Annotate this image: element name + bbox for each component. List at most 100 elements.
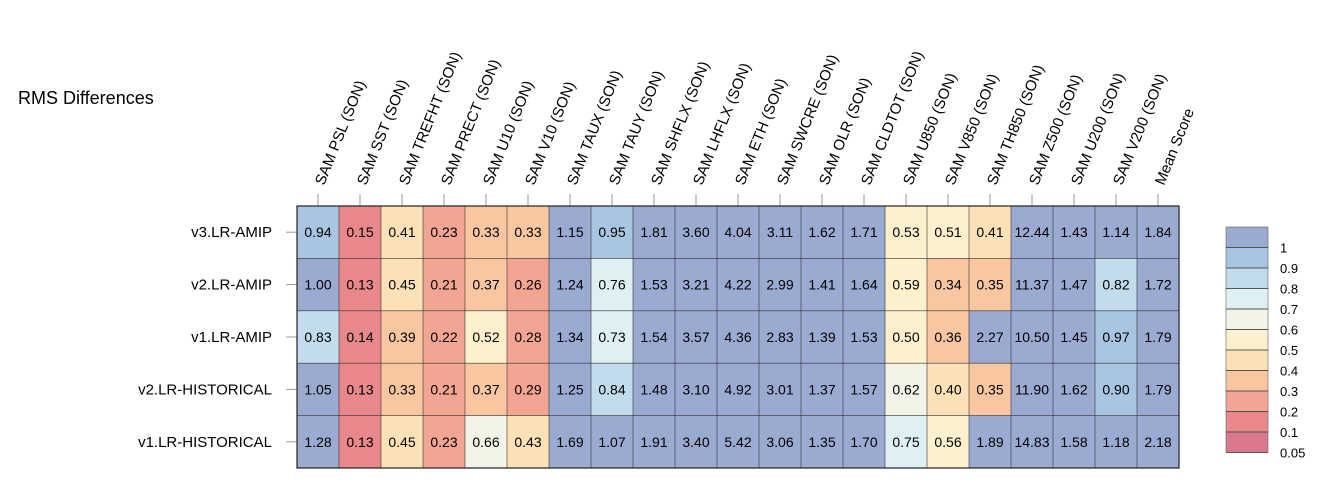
cell-value: 1.62 bbox=[1060, 381, 1087, 397]
cell-value: 0.52 bbox=[472, 329, 499, 345]
heatmap-cell bbox=[885, 310, 927, 364]
heatmap-cell bbox=[843, 258, 885, 311]
heatmap-cell bbox=[591, 206, 633, 259]
heatmap-cell bbox=[927, 363, 969, 416]
cell-value: 0.94 bbox=[304, 224, 331, 240]
cell-value: 1.64 bbox=[850, 277, 877, 293]
colorbar-swatch bbox=[1225, 370, 1269, 392]
heatmap-cell bbox=[1011, 258, 1053, 311]
cell-value: 12.44 bbox=[1014, 224, 1049, 240]
cell-value: 2.83 bbox=[766, 329, 793, 345]
heatmap-cell bbox=[297, 206, 339, 259]
cell-value: 0.22 bbox=[430, 329, 457, 345]
cell-value: 0.45 bbox=[388, 277, 415, 293]
cell-value: 0.14 bbox=[346, 329, 373, 345]
cell-value: 0.34 bbox=[934, 277, 961, 293]
heatmap-cell bbox=[717, 310, 759, 364]
cell-value: 0.37 bbox=[472, 381, 499, 397]
cell-value: 0.37 bbox=[472, 277, 499, 293]
cell-value: 5.42 bbox=[724, 434, 751, 450]
colorbar-swatch bbox=[1225, 329, 1269, 351]
heatmap-cell bbox=[1095, 310, 1137, 364]
heatmap-cell bbox=[297, 415, 339, 468]
heatmap-cell bbox=[591, 415, 633, 468]
cell-value: 0.39 bbox=[388, 329, 415, 345]
cell-value: 1.18 bbox=[1102, 434, 1129, 450]
grid-border bbox=[296, 205, 1180, 469]
cell-value: 1.24 bbox=[556, 277, 583, 293]
cell-value: 1.69 bbox=[556, 434, 583, 450]
colorbar-label: 0.2 bbox=[1280, 405, 1298, 420]
heatmap-cell bbox=[1095, 415, 1137, 468]
cell-value: 0.28 bbox=[514, 329, 541, 345]
cell-value: 1.34 bbox=[556, 329, 583, 345]
heatmap-cell bbox=[717, 258, 759, 311]
cell-value: 0.82 bbox=[1102, 277, 1129, 293]
cell-value: 0.66 bbox=[472, 434, 499, 450]
heatmap-cell bbox=[297, 363, 339, 416]
cell-value: 1.14 bbox=[1102, 224, 1129, 240]
colorbar-swatch bbox=[1225, 267, 1269, 289]
cell-value: 1.57 bbox=[850, 381, 877, 397]
heatmap-cell bbox=[339, 206, 381, 259]
cell-value: 14.83 bbox=[1014, 434, 1049, 450]
cell-value: 0.29 bbox=[514, 381, 541, 397]
cell-value: 0.33 bbox=[514, 224, 541, 240]
heatmap-cell bbox=[717, 363, 759, 416]
heatmap-cell bbox=[885, 363, 927, 416]
heatmap-cell bbox=[423, 363, 465, 416]
colorbar-swatch bbox=[1225, 308, 1269, 330]
cell-value: 0.62 bbox=[892, 381, 919, 397]
heatmap-cell bbox=[591, 363, 633, 416]
heatmap-cell bbox=[591, 258, 633, 311]
heatmap-cell bbox=[1011, 310, 1053, 364]
cell-value: 1.89 bbox=[976, 434, 1003, 450]
cell-value: 1.48 bbox=[640, 381, 667, 397]
heatmap-cell bbox=[1095, 206, 1137, 259]
colorbar-label: 0.1 bbox=[1280, 425, 1298, 440]
colorbar: 1 0.9 0.8 0.7 0.6 0.5 0.4 0.3 0.2 0.1 0.05 bbox=[1225, 226, 1305, 461]
heatmap-cell bbox=[381, 258, 423, 311]
heatmap-cell bbox=[339, 258, 381, 311]
heatmap-cell bbox=[675, 415, 717, 468]
heatmap-cell bbox=[633, 206, 675, 259]
cell-value: 0.15 bbox=[346, 224, 373, 240]
cell-value: 3.60 bbox=[682, 224, 709, 240]
cell-value: 4.22 bbox=[724, 277, 751, 293]
heatmap-cell bbox=[717, 206, 759, 259]
heatmap-cell bbox=[927, 310, 969, 364]
cell-value: 1.43 bbox=[1060, 224, 1087, 240]
cell-value: 1.39 bbox=[808, 329, 835, 345]
heatmap-cell bbox=[843, 363, 885, 416]
cell-value: 4.04 bbox=[724, 224, 751, 240]
cell-value: 1.81 bbox=[640, 224, 667, 240]
colorbar-swatch bbox=[1225, 247, 1269, 269]
cell-value: 1.70 bbox=[850, 434, 877, 450]
row-label: v1.LR-HISTORICAL bbox=[138, 434, 272, 451]
cell-value: 0.13 bbox=[346, 381, 373, 397]
cell-value: 3.01 bbox=[766, 381, 793, 397]
heatmap-cell bbox=[843, 310, 885, 364]
cell-value: 1.15 bbox=[556, 224, 583, 240]
heatmap-cell bbox=[1095, 363, 1137, 416]
cell-value: 3.21 bbox=[682, 277, 709, 293]
heatmap-cell bbox=[465, 258, 507, 311]
heatmap-cell bbox=[549, 363, 591, 416]
heatmap-cell bbox=[675, 363, 717, 416]
heatmap-cell bbox=[675, 310, 717, 364]
heatmap-cell bbox=[1053, 363, 1095, 416]
cell-value: 1.71 bbox=[850, 224, 877, 240]
heatmap-cell bbox=[759, 310, 801, 364]
cell-value: 1.79 bbox=[1144, 381, 1171, 397]
heatmap-cell bbox=[1053, 310, 1095, 364]
heatmap-cell bbox=[759, 206, 801, 259]
heatmap-cell bbox=[381, 310, 423, 364]
cell-value: 0.97 bbox=[1102, 329, 1129, 345]
heatmap-cell bbox=[549, 415, 591, 468]
heatmap-cell bbox=[1095, 258, 1137, 311]
heatmap-cell bbox=[1011, 206, 1053, 259]
heatmap-cell bbox=[1053, 258, 1095, 311]
cell-value: 1.25 bbox=[556, 381, 583, 397]
heatmap-cell bbox=[297, 310, 339, 364]
